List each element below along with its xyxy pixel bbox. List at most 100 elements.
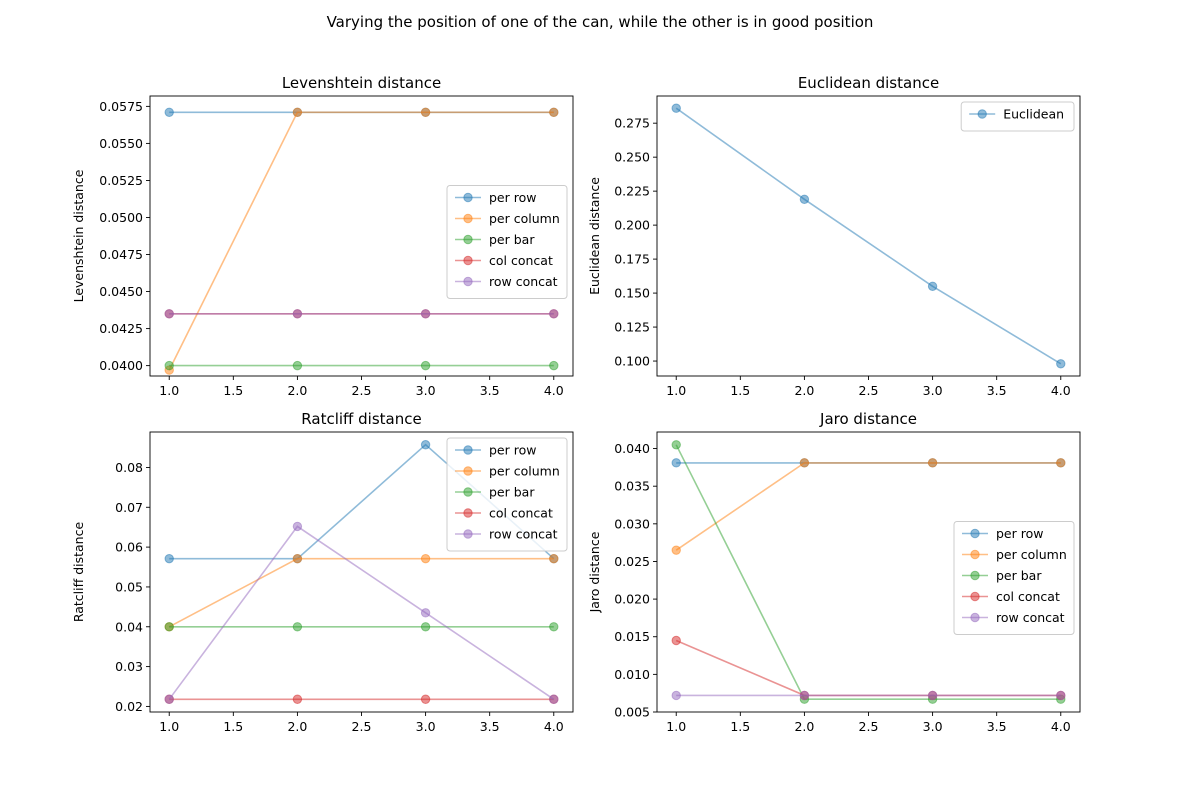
y-tick-label: 0.08 [115, 460, 143, 475]
y-tick-label: 0.100 [614, 354, 650, 369]
x-tick-label: 1.0 [159, 719, 179, 734]
y-tick-label: 0.175 [614, 252, 650, 267]
legend-label: per row [996, 526, 1043, 541]
legend: per row per column per bar col concat row co… [446, 437, 568, 552]
data-point [164, 694, 174, 704]
data-point [292, 309, 303, 319]
legend-label: row concat [489, 274, 558, 289]
legend-label: per column [489, 211, 560, 226]
x-tick-label: 1.0 [159, 383, 179, 398]
legend-marker [970, 549, 980, 560]
x-tick-label: 2.5 [352, 383, 372, 398]
x-tick-label: 4.0 [1051, 383, 1071, 398]
legend-marker [463, 445, 473, 455]
data-point [420, 553, 431, 564]
data-point [164, 107, 174, 117]
legend-label: col concat [489, 506, 553, 521]
legend-label: row concat [489, 527, 558, 542]
series-line [675, 462, 1061, 551]
data-point [420, 309, 431, 319]
data-point [292, 694, 303, 704]
y-tick-label: 0.005 [614, 705, 650, 720]
legend-item-per-row: per row [455, 443, 536, 458]
legend-marker [463, 466, 473, 476]
x-tick-label: 4.0 [544, 383, 564, 398]
y-tick-label: 0.0400 [99, 358, 143, 373]
panel-title: Euclidean distance [798, 74, 939, 92]
legend-marker [463, 255, 473, 266]
y-tick-label: 0.125 [614, 320, 650, 335]
y-tick-label: 0.0450 [99, 284, 143, 299]
legend-label: per bar [489, 232, 535, 247]
legend-marker [463, 192, 473, 203]
x-tick-label: 3.0 [416, 719, 436, 734]
data-point [549, 553, 559, 564]
plot-frame [656, 95, 1081, 377]
series-line [168, 557, 554, 628]
data-point [1056, 690, 1066, 701]
data-point [292, 360, 303, 371]
data-point [420, 360, 431, 371]
legend-marker [970, 528, 980, 539]
data-point [420, 622, 431, 632]
data-point [292, 521, 303, 532]
series-per-bar [164, 360, 559, 371]
legend-marker [463, 213, 473, 224]
legend-label: per bar [996, 568, 1042, 583]
x-tick-label: 4.0 [544, 719, 564, 734]
data-point [671, 690, 681, 701]
series-per-bar [164, 622, 559, 632]
y-tick-label: 0.020 [614, 592, 650, 607]
legend-label: col concat [489, 253, 553, 268]
x-tick-label: 2.5 [352, 719, 372, 734]
legend-item-per-column: per column [962, 547, 1067, 562]
y-tick-label: 0.010 [614, 667, 650, 682]
data-point [671, 458, 681, 468]
legend-marker [977, 109, 987, 119]
data-point [292, 622, 303, 632]
y-axis-label: Ratcliff distance [71, 522, 86, 623]
y-tick-label: 0.200 [614, 218, 650, 233]
series-row-concat [164, 521, 559, 704]
data-point [799, 690, 810, 701]
legend-item-row-concat: row concat [962, 610, 1065, 625]
legend-item-euclidean: Euclidean [969, 107, 1064, 122]
y-axis-label: Levenshtein distance [71, 169, 86, 302]
series-line [675, 107, 1062, 365]
legend-label: per row [489, 443, 536, 458]
data-point [671, 440, 681, 450]
data-point [549, 622, 559, 632]
y-tick-label: 0.07 [115, 500, 143, 515]
panel-title: Ratcliff distance [301, 410, 421, 428]
series-euclidean [671, 103, 1066, 369]
y-tick-label: 0.03 [115, 659, 143, 674]
x-tick-label: 3.5 [987, 383, 1007, 398]
legend-item-row-concat: row concat [455, 274, 558, 289]
x-tick-label: 2.5 [859, 719, 879, 734]
legend-marker [463, 234, 473, 245]
legend-item-col-concat: col concat [455, 506, 553, 521]
y-axis-label: Euclidean distance [587, 177, 602, 295]
y-tick-label: 0.0550 [99, 136, 143, 151]
data-point [164, 553, 174, 564]
panel-title: Jaro distance [819, 410, 917, 428]
legend-label: row concat [996, 610, 1065, 625]
y-tick-label: 0.0475 [99, 247, 143, 262]
data-point [164, 309, 174, 319]
legend-item-col-concat: col concat [962, 589, 1060, 604]
legend-box [446, 437, 568, 552]
data-point [420, 440, 431, 450]
series-line [168, 111, 554, 371]
legend-item-per-row: per row [455, 190, 536, 205]
legend-label: per column [489, 464, 560, 479]
y-tick-label: 0.0425 [99, 321, 143, 336]
legend: per row per column per bar col concat row co… [953, 521, 1075, 635]
data-point [549, 107, 559, 117]
series-row-concat [164, 309, 559, 319]
legend-label: per column [996, 547, 1067, 562]
legend-label: per bar [489, 485, 535, 500]
data-point [292, 553, 303, 564]
y-tick-label: 0.05 [115, 579, 143, 594]
legend-label: Euclidean [1003, 107, 1064, 122]
